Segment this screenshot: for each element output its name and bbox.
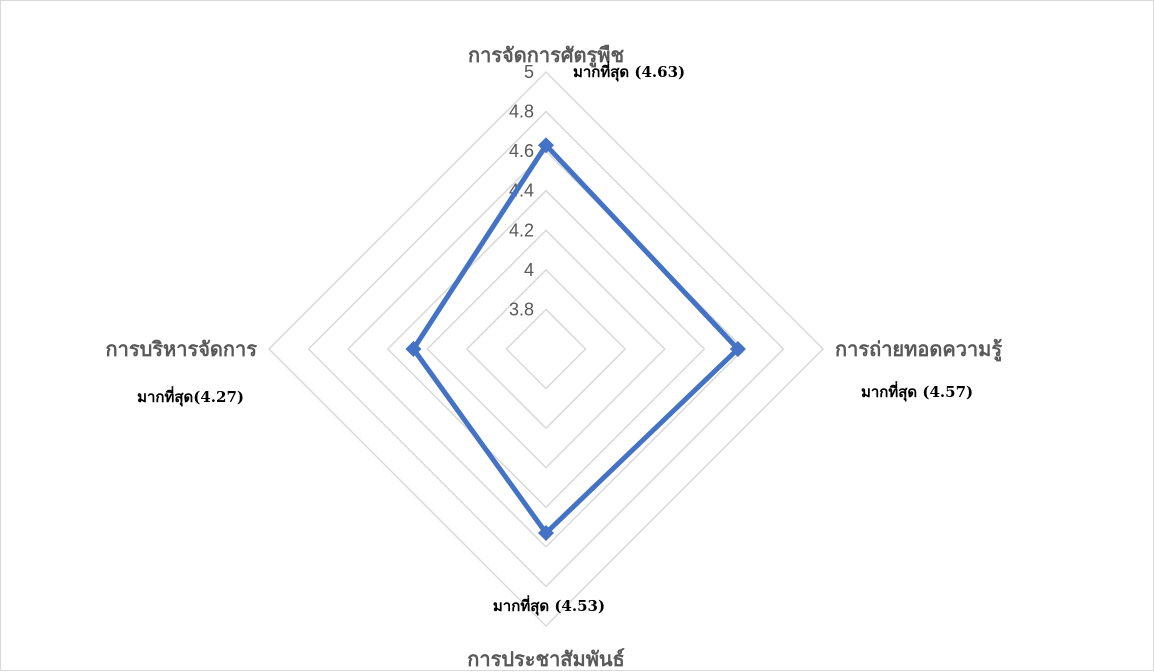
data-label: มากที่สุด (4.57)	[861, 381, 973, 402]
data-point-marker	[729, 341, 746, 357]
axis-label: การจัดการศัตรูพืช	[468, 43, 624, 69]
grid-ring-2	[426, 229, 666, 469]
tick-label: 4	[524, 260, 534, 280]
grid-ring-5	[307, 110, 785, 588]
grid-ring-1	[465, 268, 627, 430]
series	[405, 137, 746, 542]
grid-ring-3	[386, 189, 706, 509]
data-point-marker	[538, 137, 554, 154]
data-label: มากที่สุด (4.63)	[573, 61, 685, 82]
tick-label: 4.2	[509, 220, 534, 240]
data-label: มากที่สุด(4.27)	[137, 386, 244, 407]
tick-label: 4.8	[509, 102, 534, 122]
grid-ring-6	[267, 70, 825, 628]
data-labels: มากที่สุด (4.63) มากที่สุด (4.57) มากที่สุ…	[137, 61, 973, 616]
tick-label: 4.6	[509, 141, 534, 161]
axis-label: การถ่ายทอดความรู้	[835, 337, 1002, 363]
axis-label: การประชาสัมพันธ์	[467, 647, 625, 671]
grid-ring-0	[505, 308, 587, 390]
data-label: มากที่สุด (4.53)	[493, 595, 605, 616]
tick-label: 3.8	[509, 299, 534, 319]
data-point-marker	[405, 341, 422, 357]
tick-labels: 3.844.24.44.64.85	[509, 62, 534, 319]
axis-labels: การจัดการศัตรูพืชการถ่ายทอดความรู้การประ…	[106, 43, 1003, 671]
data-point-marker	[538, 525, 554, 542]
axis-label: การบริหารจัดการ	[106, 337, 258, 361]
tick-label: 5	[524, 62, 534, 82]
